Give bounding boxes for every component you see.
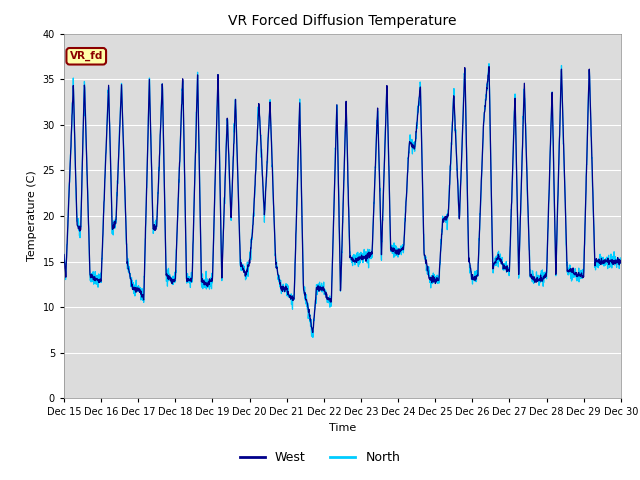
- Y-axis label: Temperature (C): Temperature (C): [27, 170, 37, 262]
- Text: VR_fd: VR_fd: [70, 51, 103, 61]
- X-axis label: Time: Time: [329, 423, 356, 433]
- Title: VR Forced Diffusion Temperature: VR Forced Diffusion Temperature: [228, 14, 457, 28]
- Legend: West, North: West, North: [235, 446, 405, 469]
